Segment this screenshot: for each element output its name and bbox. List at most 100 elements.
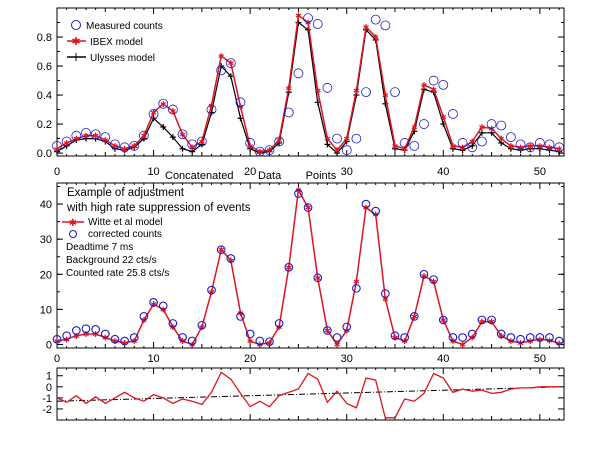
measured-point	[71, 130, 82, 141]
top-series: ✱✱ ✱ ✱ ✱ ✱✱ ✱ ✱✱✱✱✱✱✱✱✱✱✱✱✱✱ ✱✱✱✱✱✱✱✱✱✱✱✱✱✱ ✱✱✱ ✱…	[52, 11, 565, 157]
witte-point: ✱	[459, 341, 466, 350]
corrected-point	[168, 319, 178, 328]
top-ytick-label: 0.6	[37, 61, 52, 73]
witte-point: ✱	[314, 274, 321, 283]
ulysses-point	[507, 145, 514, 152]
corrected-point	[216, 245, 226, 255]
corrected-point	[506, 333, 516, 342]
ulysses-point	[160, 123, 167, 130]
corrected-point	[458, 333, 467, 342]
corrected-point	[429, 275, 438, 284]
measured-point	[196, 136, 207, 147]
ibex-point: ✱	[372, 33, 379, 42]
ibex-point: ✱	[450, 142, 457, 151]
top-xtick-label: 30	[341, 166, 353, 178]
middle-xtick-label: 20	[244, 353, 256, 365]
measured-point	[264, 145, 275, 156]
residual-ytick-label: 0	[46, 382, 52, 394]
residual-ytick-label: -1	[42, 393, 52, 405]
witte-point: ✱	[227, 256, 234, 265]
ibex-point: ✱	[324, 135, 331, 144]
middle-xtick-label: 50	[534, 353, 546, 365]
corrected-point	[236, 312, 245, 321]
ibex-point: ✱	[121, 145, 128, 154]
legend-ulysses-marker: +	[71, 50, 81, 64]
legend-ibex-marker: ✱	[71, 35, 80, 48]
witte-point: ✱	[324, 326, 331, 335]
corrected-point	[516, 334, 525, 344]
corrected-point	[139, 312, 149, 321]
witte-point: ✱	[285, 263, 292, 272]
top-panel-frame	[56, 7, 565, 157]
ibex-point: ✱	[314, 87, 321, 96]
witte-point: ✱	[112, 337, 119, 346]
middle-series: ✱ ✱ ✱ ✱ ✱ ✱ ✱ ✱ ✱✱✱✱✱✱ ✱✱✱✱✱✱✱ ✱ ✱✱✱✱✱✱✱✱✱✱✱✱✱✱ ✱✱✱✱…	[52, 186, 564, 350]
ibex-point: ✱	[517, 143, 524, 152]
ulysses-point	[189, 148, 196, 155]
measured-point	[293, 68, 304, 79]
corrected-point	[332, 333, 342, 342]
witte-point: ✱	[218, 246, 225, 255]
measured-point	[312, 19, 323, 29]
top-xtick-label: 10	[147, 166, 159, 178]
ibex-point: ✱	[179, 130, 186, 139]
middle-ytick-label: 30	[40, 234, 52, 246]
corrected-point	[545, 333, 554, 342]
corrected-point	[197, 320, 207, 330]
measured-point	[245, 138, 256, 148]
measured-point	[409, 140, 420, 151]
ibex-point: ✱	[421, 81, 428, 90]
ulysses-point	[82, 135, 89, 142]
measured-point	[110, 139, 120, 150]
ibex-point: ✱	[256, 148, 263, 157]
measured-point	[380, 20, 391, 31]
measured-point	[148, 109, 159, 119]
ibex-point: ✱	[469, 138, 476, 147]
corrected-point	[352, 283, 361, 293]
ibex-point: ✱	[430, 85, 437, 94]
corrected-point	[477, 315, 487, 325]
witte-point: ✱	[488, 318, 495, 327]
ulysses-point	[247, 145, 254, 152]
corrected-point	[62, 331, 72, 341]
ibex-point: ✱	[353, 87, 360, 96]
ulysses-point	[469, 142, 476, 149]
corrected-point	[313, 273, 323, 283]
ibex-point: ✱	[363, 23, 370, 32]
top-ytick-label: 0.8	[37, 32, 52, 44]
measured-point	[283, 107, 294, 118]
middle-legend: ✱ Witte et al model corrected counts	[62, 217, 162, 240]
measured-point	[61, 136, 72, 147]
ulysses-point	[324, 141, 331, 148]
ulysses-point	[527, 145, 534, 152]
middle-axes: 0 10 20 30 40 50 0 10 20 30 40	[40, 183, 564, 365]
witte-point: ✱	[392, 334, 399, 343]
witte-point: ✱	[54, 337, 61, 346]
corrected-point	[52, 334, 62, 344]
ibex-point: ✱	[102, 136, 109, 145]
ulysses-point	[517, 147, 524, 154]
corrected-point	[438, 315, 448, 325]
legend-witte-label: Witte et al model	[88, 217, 162, 228]
legend-ulysses-label: Ulysses model	[90, 53, 155, 64]
corrected-point	[255, 336, 265, 346]
corrected-point	[245, 329, 255, 339]
witte-point: ✱	[199, 323, 206, 332]
corrected-point	[371, 206, 381, 216]
legend-measured-label: Measured counts	[86, 21, 163, 32]
ulysses-point	[179, 145, 186, 152]
ibex-point: ✱	[218, 52, 225, 61]
ibex-point: ✱	[295, 11, 302, 20]
legend-measured-marker	[71, 20, 81, 30]
middle-xtick-label: 40	[437, 353, 449, 365]
measured-point	[467, 142, 478, 153]
residual-ytick-label: -2	[42, 404, 52, 416]
ibex-point: ✱	[54, 145, 61, 154]
ibex-point: ✱	[160, 100, 167, 109]
measured-point	[187, 139, 198, 150]
corrected-point	[380, 289, 390, 298]
ibex-point: ✱	[498, 135, 505, 144]
ulysses-point	[449, 145, 456, 152]
annotation-background: Background 22 cts/s	[66, 255, 157, 266]
measured-point	[119, 142, 130, 153]
